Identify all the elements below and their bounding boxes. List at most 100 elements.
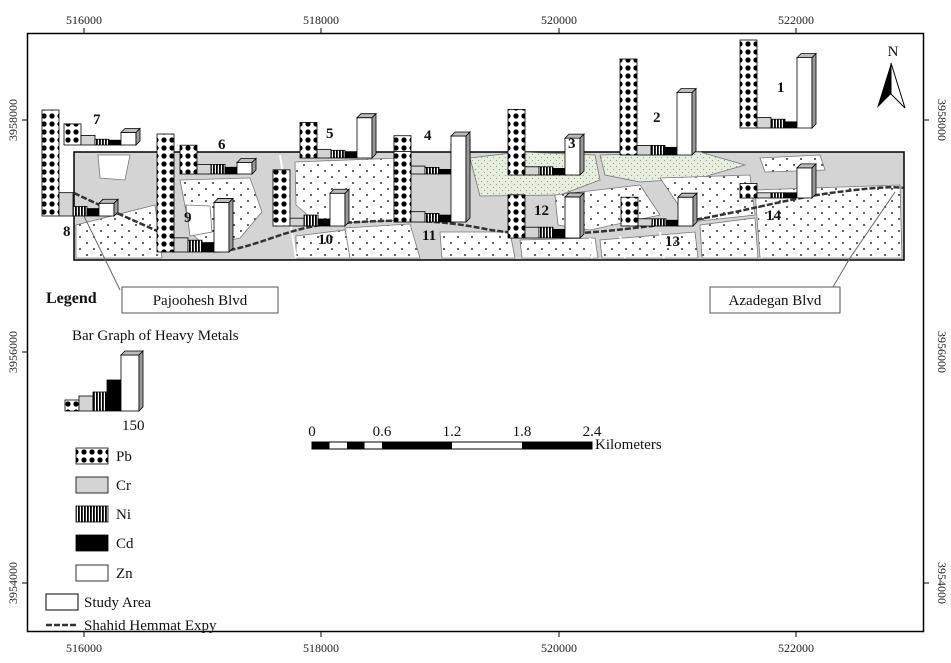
site-12-bar-cr [524, 226, 540, 239]
site-3-bar-zn-side [579, 133, 585, 176]
y-tick-3956000-right: 3956000 [935, 331, 949, 373]
site-3-label: 3 [568, 136, 576, 152]
site-13-bar-zn [677, 196, 694, 227]
site-6-bar-zn [236, 162, 253, 175]
legend-sample-bar-graph [64, 350, 144, 412]
site-8-label: 8 [63, 224, 71, 240]
x-tick-518000-top: 518000 [303, 13, 339, 27]
site-10-bar-cr [289, 217, 305, 227]
legend-label-study-area: Study Area [84, 595, 151, 611]
legend-swatch-cd [75, 534, 109, 552]
bar-graph-title: Bar Graph of Heavy Metals [72, 328, 239, 344]
site-9-bar-pb [156, 133, 175, 253]
site-14-bar-cr [756, 192, 772, 199]
site-8-bar-cr [58, 192, 74, 217]
x-tick-516000-bottom: 516000 [66, 641, 102, 655]
site-7-label: 7 [93, 112, 101, 128]
site-11-bar-cd [438, 214, 452, 223]
site-6-bar-group: 6 [179, 137, 257, 175]
legend: Legend Bar Graph of Heavy Metals 150 Pb … [45, 290, 239, 634]
site-7-bar-zn [120, 132, 137, 146]
site-14-bar-zn-side [811, 162, 817, 199]
x-axis-bottom-labels: 516000 518000 520000 522000 [66, 641, 814, 655]
site-6-bar-cr [196, 163, 212, 175]
map-frame [26, 32, 925, 633]
x-tick-518000-bottom: 518000 [303, 641, 339, 655]
x-tick-522000-top: 522000 [778, 13, 814, 27]
road-label-azadegan: Azadegan Blvd [709, 286, 841, 314]
y-tick-3958000-left: 3958000 [6, 99, 20, 141]
site-9-label: 9 [184, 210, 192, 226]
site-10-bar-group: 10 [272, 169, 350, 248]
pajoohesh-blvd-line [81, 211, 121, 291]
site-11-bar-group: 11 [393, 131, 471, 244]
site-1-bar-ni [770, 118, 786, 129]
legend-swatch-cr [75, 476, 109, 494]
legend-label-zn: Zn [116, 566, 133, 582]
site-2-bar-cd [664, 146, 678, 156]
site-10-bar-zn-side [344, 188, 350, 227]
legend-label-ni: Ni [116, 507, 131, 523]
pajoohesh-blvd-label: Pajoohesh Blvd [153, 293, 248, 309]
site-9-bar-group: 9 [156, 133, 234, 253]
site-9-bar-ni [187, 239, 203, 253]
site-5-bar-group: 5 [299, 112, 377, 159]
legend-label-expressway: Shahid Hemmat Expy [84, 618, 217, 634]
legend-label-cr: Cr [116, 478, 131, 494]
scale-tick-0-6: 0.6 [373, 424, 392, 440]
site-14-bar-ni [770, 192, 786, 199]
site-8-bar-ni [72, 206, 88, 217]
legend-title: Legend [46, 290, 97, 307]
site-3-bar-group: 3 [507, 109, 585, 176]
site-2-bar-ni [650, 144, 666, 156]
site-6-label: 6 [218, 137, 226, 153]
north-arrow-icon [877, 63, 891, 108]
site-9-bar-zn [213, 202, 230, 253]
site-5-bar-cd [344, 151, 358, 159]
site-7-bar-ni [94, 138, 110, 146]
y-tick-3958000-right: 3958000 [935, 99, 949, 141]
site-10-bar-ni [303, 214, 319, 227]
site-5-bar-cr [316, 148, 332, 159]
site-2-bar-zn [676, 92, 693, 156]
site-11-label: 11 [422, 228, 436, 244]
site-3-bar-cd [552, 168, 566, 176]
north-arrow: N [877, 44, 906, 109]
site-7-bar-pb [63, 123, 82, 146]
site-4-bar-cd [438, 168, 452, 175]
site-1-bar-cr [756, 117, 772, 129]
site-6-bar-pb [179, 144, 198, 175]
site-13-bar-cr [637, 218, 653, 227]
site-4-bar-ni [424, 166, 440, 175]
site-8-bar-zn-side [113, 198, 119, 217]
site-9-bar-zn-side [228, 197, 234, 253]
y-tick-3954000-right: 3954000 [935, 562, 949, 604]
site-8-bar-zn [98, 202, 115, 217]
scale-unit: Kilometers [595, 437, 662, 453]
site-1-bar-zn-side [811, 52, 817, 129]
site-13-bar-group: 13 [620, 192, 698, 250]
site-8-bar-pb [41, 109, 60, 217]
site-10-bar-cd [317, 218, 331, 227]
legend-swatch-zn [75, 564, 109, 582]
site-4-bar-cr [410, 165, 426, 175]
y-tick-3956000-left: 3956000 [6, 331, 20, 373]
site-5-bar-zn [356, 117, 373, 159]
land-use-blocks [75, 151, 903, 259]
site-2-label: 2 [653, 110, 661, 126]
site-1-bar-cd [784, 121, 798, 129]
scale-tick-2-4: 2.4 [583, 424, 602, 440]
site-13-bar-pb [620, 196, 639, 227]
site-7-bar-group: 7 [63, 112, 141, 146]
site-10-label: 10 [318, 232, 333, 248]
site-9-bar-cr [173, 237, 189, 253]
site-3-bar-cr [524, 166, 540, 176]
north-label: N [888, 44, 899, 60]
site-13-bar-zn-side [692, 192, 698, 227]
site-7-bar-cr [80, 134, 96, 146]
site-10-bar-pb [272, 169, 291, 227]
x-axis-top-labels: 516000 518000 520000 522000 [66, 13, 814, 27]
site-8-bar-cd [86, 208, 100, 217]
